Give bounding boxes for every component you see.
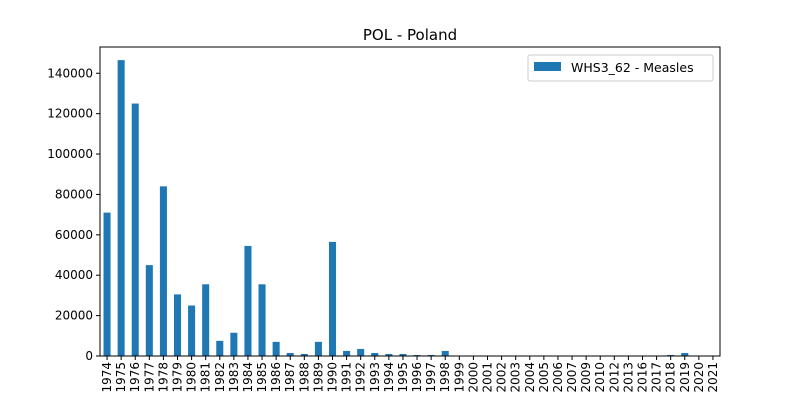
- x-tick-label: 2017: [650, 362, 664, 393]
- x-tick-label: 1997: [424, 362, 438, 393]
- bar-1987: [286, 352, 294, 356]
- x-tick-label: 1979: [171, 362, 185, 393]
- x-tick-label: 2020: [692, 362, 706, 393]
- bar-1989: [314, 341, 322, 356]
- bar-1988: [300, 353, 308, 356]
- bar-1983: [230, 332, 238, 356]
- x-tick-label: 1976: [128, 362, 142, 393]
- bar-1981: [202, 284, 210, 356]
- y-tick-label: 120000: [47, 107, 93, 121]
- x-tick-label: 2019: [678, 362, 692, 393]
- bar-1996: [413, 354, 421, 356]
- x-tick-label: 1991: [340, 362, 354, 393]
- legend: WHS3_62 - Measles: [527, 54, 714, 82]
- y-tick-label: 60000: [55, 228, 93, 242]
- y-axis: 0 20000 40000 60000 80000 100000 120000 140000: [47, 66, 100, 363]
- x-tick-label: 1975: [114, 362, 128, 393]
- x-tick-label: 2002: [495, 362, 509, 393]
- y-tick-label: 20000: [55, 309, 93, 323]
- bar-2018: [667, 354, 675, 356]
- bar-1978: [159, 186, 167, 356]
- x-tick-label: 1990: [326, 362, 340, 393]
- x-tick-label: 2001: [481, 362, 495, 393]
- x-tick-label: 1977: [142, 362, 156, 393]
- bar-1975: [117, 60, 125, 356]
- x-tick-label: 2003: [509, 362, 523, 393]
- x-tick-label: 1984: [241, 362, 255, 393]
- x-tick-label: 1981: [199, 362, 213, 393]
- bar-1995: [399, 353, 407, 356]
- x-tick-label: 2004: [523, 362, 537, 393]
- x-tick-label: 2016: [636, 362, 650, 393]
- bar-1985: [258, 284, 266, 356]
- x-tick-label: 2018: [664, 362, 678, 393]
- x-axis: 1974 1975 1976 1977 1978 1979 1980 1981 1982 1983…: [100, 356, 720, 393]
- bar-2019: [681, 352, 689, 356]
- bar-1993: [371, 352, 379, 356]
- legend-box: [527, 54, 714, 82]
- bar-1998: [441, 350, 449, 356]
- bar-1979: [173, 294, 182, 356]
- bar-1976: [131, 103, 139, 356]
- x-tick-label: 2000: [466, 362, 480, 393]
- x-tick-label: 2005: [537, 362, 551, 393]
- x-tick-label: 1992: [354, 362, 368, 393]
- x-tick-label: 1974: [100, 362, 114, 393]
- chart-title: POL - Poland: [363, 26, 457, 44]
- x-tick-label: 1982: [213, 362, 227, 393]
- bar-1997: [427, 354, 435, 356]
- x-tick-label: 1995: [396, 362, 410, 393]
- bar-1994: [385, 353, 393, 356]
- y-tick-label: 80000: [55, 187, 93, 201]
- bar-1992: [357, 348, 365, 356]
- x-tick-label: 2013: [621, 362, 635, 393]
- x-tick-label: 2010: [593, 362, 607, 393]
- legend-label: WHS3_62 - Measles: [571, 60, 694, 75]
- y-tick-label: 100000: [47, 147, 93, 161]
- legend-swatch: [534, 62, 561, 71]
- bar-1974: [103, 212, 111, 356]
- x-tick-label: 1994: [382, 362, 396, 393]
- x-tick-label: 1987: [283, 362, 297, 393]
- x-tick-label: 1989: [311, 362, 325, 393]
- bar-1977: [145, 265, 153, 356]
- bar-1986: [272, 341, 280, 356]
- bar-1991: [343, 350, 351, 356]
- x-tick-label: 1993: [368, 362, 382, 393]
- y-tick-label: 40000: [55, 268, 93, 282]
- bar-1990: [328, 241, 337, 356]
- x-tick-label: 1978: [156, 362, 170, 393]
- x-tick-label: 1983: [227, 362, 241, 393]
- x-tick-label: 1996: [410, 362, 424, 393]
- y-tick-label: 140000: [47, 66, 93, 80]
- x-tick-label: 1986: [269, 362, 283, 393]
- x-tick-label: 1998: [438, 362, 452, 393]
- x-tick-label: 2007: [565, 362, 579, 393]
- x-tick-label: 1985: [255, 362, 269, 393]
- bar-1982: [216, 340, 224, 356]
- bar-1980: [188, 305, 196, 356]
- plot-area: [99, 46, 721, 357]
- x-tick-label: 2006: [551, 362, 565, 393]
- x-tick-label: 2009: [579, 362, 593, 393]
- x-tick-label: 2012: [607, 362, 621, 393]
- bar-1984: [244, 245, 252, 356]
- y-tick-label: 0: [85, 349, 93, 363]
- plot-frame: [99, 46, 721, 357]
- x-tick-label: 2021: [706, 362, 720, 393]
- x-tick-label: 1999: [452, 362, 466, 393]
- x-tick-label: 1980: [185, 362, 199, 393]
- x-tick-label: 1988: [297, 362, 311, 393]
